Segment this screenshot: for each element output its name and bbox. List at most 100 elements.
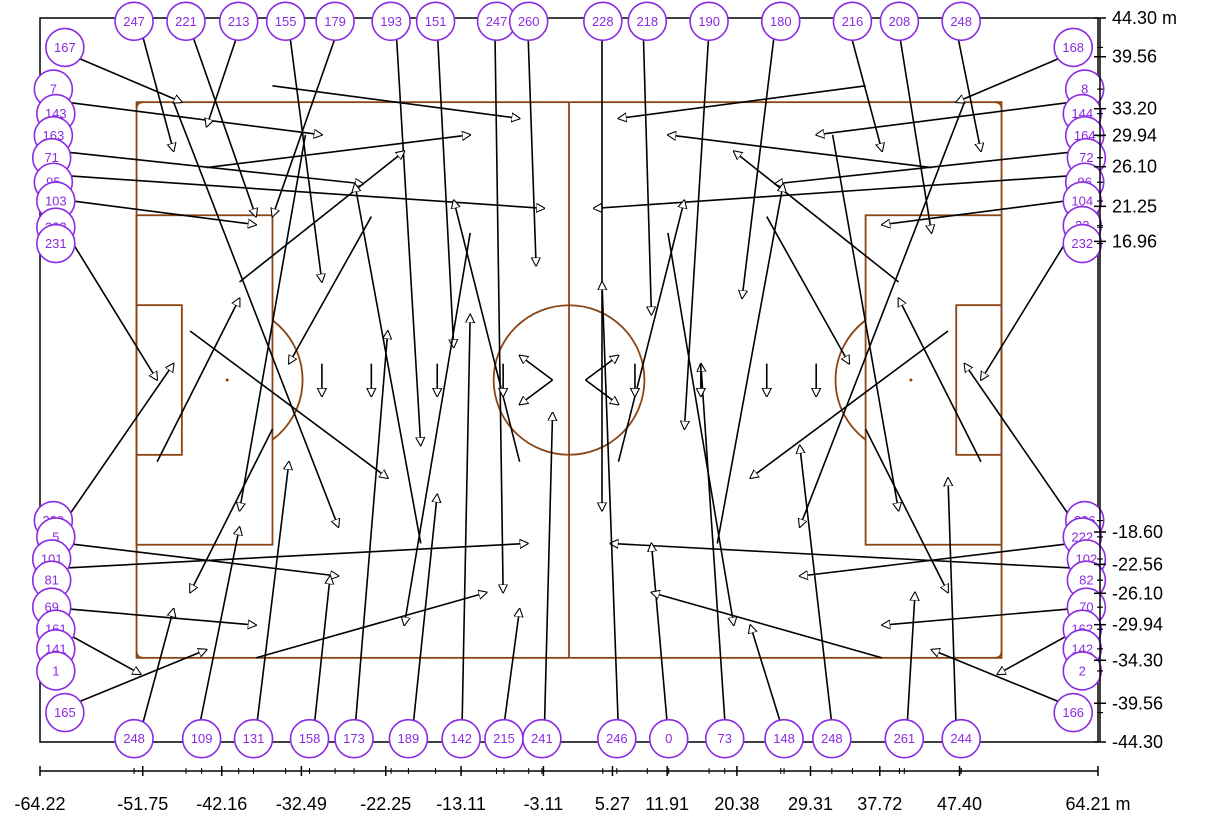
player-node: 166: [1053, 692, 1094, 733]
player-node-label: 5: [52, 529, 59, 544]
y-axis-tick-label: 33.20: [1112, 99, 1157, 119]
pass-arrow: [66, 52, 182, 102]
pass-arrow: [66, 199, 256, 225]
player-node: 173: [334, 718, 374, 759]
pass-arrow: [411, 494, 438, 732]
player-node-label: 215: [493, 731, 515, 746]
player-node-circle: [114, 1, 154, 42]
player-node: 151: [415, 1, 456, 42]
player-node-label: 103: [45, 194, 67, 209]
player-node-label: 247: [123, 14, 145, 29]
pass-arrow: [800, 101, 966, 527]
player-node-circle: [508, 1, 549, 42]
player-node: 248: [114, 718, 154, 759]
y-axis-tick-label: 44.30 m: [1112, 8, 1177, 28]
player-node-circle: [36, 223, 76, 264]
player-node-label: 231: [45, 236, 67, 251]
player-node-label: 168: [1062, 40, 1084, 55]
player-node-circle: [289, 718, 330, 759]
player-node: 0: [648, 718, 689, 759]
player-node-label: 189: [398, 731, 420, 746]
player-node-label: 228: [592, 14, 614, 29]
corner-arc: [995, 101, 1003, 109]
y-axis-tick-label: -22.56: [1112, 554, 1163, 574]
player-node-label: 8: [1081, 82, 1088, 97]
player-node-label: 213: [228, 14, 250, 29]
pass-arrow: [494, 28, 503, 593]
player-node-label: 179: [324, 14, 346, 29]
y-axis-tick-label: -44.30: [1112, 732, 1163, 752]
player-node: 241: [522, 718, 562, 759]
player-node-circle: [36, 651, 76, 691]
player-node-circle: [415, 1, 456, 42]
pass-arrow: [66, 174, 545, 209]
pass-arrow: [520, 355, 554, 381]
player-node-label: 247: [486, 14, 508, 29]
player-node-label: 180: [770, 14, 792, 29]
player-node: 228: [583, 1, 623, 42]
pass-arrow: [585, 355, 619, 381]
pass-arrow: [742, 28, 776, 299]
y-axis-tick-label: -39.56: [1112, 693, 1163, 713]
pass-arrow: [981, 232, 1073, 380]
pass-arrow: [642, 28, 651, 315]
player-node: 81: [31, 560, 72, 601]
pass-arrow: [66, 632, 141, 674]
player-node-circle: [704, 718, 745, 759]
player-node: 248: [812, 718, 852, 759]
player-node-label: 0: [665, 731, 672, 746]
x-axis-tick-label: 37.72: [857, 794, 902, 814]
pass-arrow: [800, 445, 834, 732]
pass-arrow: [395, 28, 421, 446]
pass-arrow: [766, 216, 849, 364]
pass-arrow: [66, 608, 256, 625]
pass-arrow: [955, 28, 981, 152]
pass-arrow: [289, 216, 373, 364]
player-node-label: 208: [889, 14, 911, 29]
x-axis-tick-label: -22.25: [360, 794, 411, 814]
world-frame: [39, 17, 1099, 743]
player-node-circle: [45, 692, 85, 733]
x-axis-tick-label: 11.91: [645, 794, 689, 814]
player-node-label: 73: [718, 731, 732, 746]
penalty-spot: [909, 378, 913, 382]
player-node: 190: [689, 1, 729, 42]
pass-arrow: [997, 632, 1072, 674]
x-axis-tick-label: -51.75: [117, 794, 168, 814]
pass-arrow: [899, 298, 982, 463]
x-axis-tick-label: 29.31: [788, 794, 833, 814]
player-node: 155: [265, 1, 306, 42]
player-node-label: 261: [893, 731, 915, 746]
player-node-circle: [1053, 692, 1094, 733]
player-node: 73: [704, 718, 745, 759]
player-node-circle: [879, 1, 920, 42]
y-axis-tick-label: -34.30: [1112, 650, 1163, 670]
pass-arrow: [206, 135, 471, 169]
player-node-circle: [597, 718, 637, 759]
pass-arrow: [312, 576, 330, 732]
pass-arrow: [651, 543, 669, 732]
x-axis-tick-label: -13.11: [436, 794, 486, 814]
pass-arrow: [66, 650, 207, 708]
player-node-circle: [334, 718, 374, 759]
player-node: 193: [371, 1, 411, 42]
player-node-circle: [371, 1, 411, 42]
corner-arc: [995, 651, 1003, 659]
player-node-label: 241: [531, 731, 553, 746]
player-node-label: 173: [343, 731, 365, 746]
pass-arrow: [585, 379, 619, 405]
player-node: 208: [879, 1, 920, 42]
pass-arrow: [190, 428, 274, 592]
pass-arrow: [354, 331, 388, 732]
penalty-arc: [271, 319, 304, 441]
pass-arrow: [355, 184, 422, 544]
player-node-circle: [114, 718, 154, 759]
player-node-circle: [648, 718, 689, 759]
player-node-label: 165: [54, 705, 76, 720]
corner-arc: [135, 101, 143, 109]
player-node: 82: [1066, 560, 1107, 601]
pass-arrow: [65, 232, 158, 380]
y-axis: 44.30 m 39.56 33.20 29.94 26.10 21.25 16.96 -18…: [1094, 8, 1177, 752]
player-node-circle: [45, 27, 85, 68]
